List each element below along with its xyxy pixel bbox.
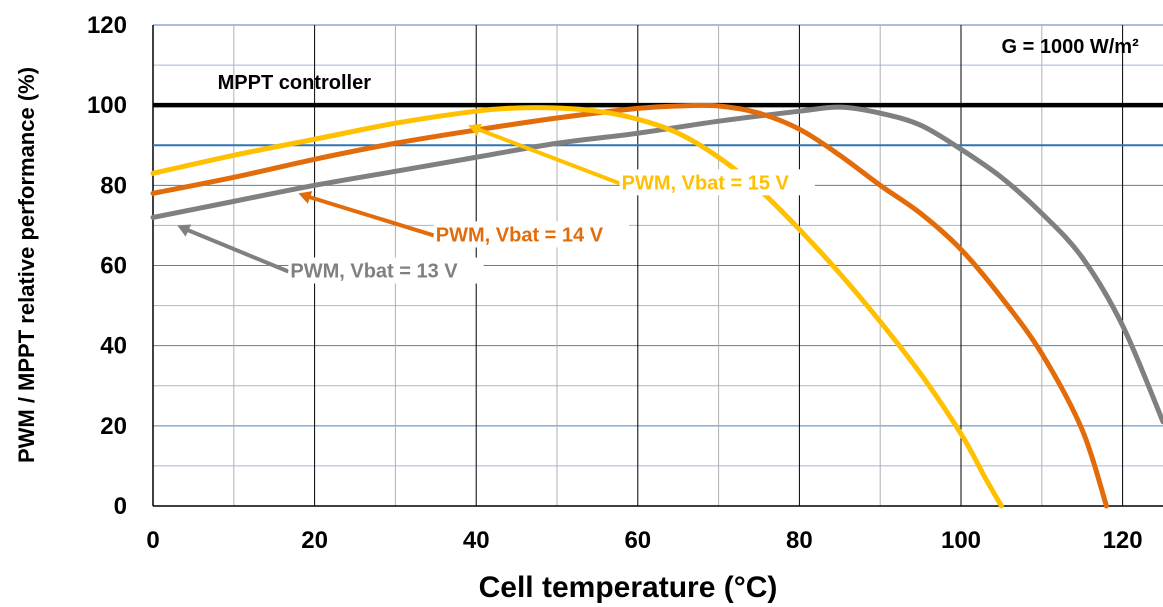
annotation-arrow: [474, 126, 621, 186]
annotation-arrowhead: [468, 123, 483, 137]
series-label: PWM, Vbat = 15 V: [622, 172, 790, 194]
annotation-arrows: [177, 123, 621, 274]
series-line-13v: [150, 104, 1163, 425]
x-tick-label: 20: [301, 527, 328, 554]
series-lines: [150, 102, 1163, 509]
series-label: PWM, Vbat = 14 V: [436, 224, 604, 246]
y-axis-title: PWM / MPPT relative performance (%): [14, 67, 39, 463]
x-tick-label: 100: [941, 527, 981, 554]
annotation-backdrop: [433, 221, 629, 248]
annotation-arrow: [183, 226, 290, 274]
y-tick-label: 100: [87, 92, 127, 119]
x-tick-label: 80: [786, 527, 813, 554]
y-tick-label: 20: [100, 413, 127, 440]
annotation-backdrop: [619, 169, 815, 196]
irradiance-label: G = 1000 W/m²: [1001, 36, 1139, 58]
y-tick-label: 40: [100, 333, 127, 360]
annotation-arrowhead: [177, 224, 192, 237]
y-tick-label: 120: [87, 12, 127, 39]
annotation-arrow: [305, 194, 435, 238]
annotation-backdrop: [288, 257, 484, 284]
x-tick-label: 40: [463, 527, 490, 554]
y-tick-labels: 0 20 40 60 80 100 120: [87, 12, 127, 520]
annotation-arrowhead: [298, 191, 313, 204]
y-tick-label: 80: [100, 172, 127, 199]
x-tick-label: 60: [624, 527, 651, 554]
series-line-15v: [150, 105, 1004, 509]
series-line-14v: [150, 102, 1109, 509]
x-axis-title: Cell temperature (°C): [479, 571, 778, 604]
y-tick-label: 0: [114, 493, 127, 520]
x-tick-labels: 0 20 40 60 80 100 120: [146, 527, 1142, 554]
mppt-label: MPPT controller: [218, 72, 372, 94]
x-tick-label: 0: [146, 527, 159, 554]
annotations: G = 1000 W/m² MPPT controller PWM, Vbat = …: [218, 36, 1139, 284]
x-tick-label: 120: [1103, 527, 1143, 554]
series-label: PWM, Vbat = 13 V: [290, 261, 458, 283]
y-tick-label: 60: [100, 253, 127, 280]
